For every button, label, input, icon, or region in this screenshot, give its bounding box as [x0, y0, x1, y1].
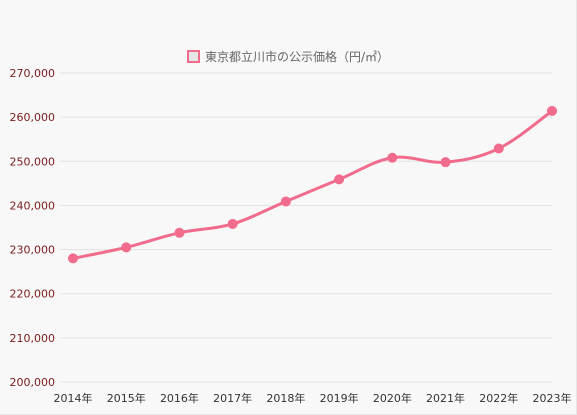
data-point[interactable] [121, 242, 132, 253]
x-tick-label: 2019年 [320, 391, 359, 405]
y-tick-label: 270,000 [10, 67, 56, 80]
data-point[interactable] [547, 105, 557, 116]
data-point[interactable] [280, 196, 291, 207]
x-tick-label: 2020年 [373, 391, 412, 405]
x-tick-label: 2015年 [107, 391, 146, 405]
data-point[interactable] [68, 253, 78, 264]
y-tick-label: 240,000 [10, 199, 56, 212]
data-point[interactable] [334, 174, 345, 185]
series-layer [68, 105, 557, 264]
y-tick-label: 230,000 [10, 244, 56, 257]
grid-lines [60, 72, 552, 383]
series-line [71, 109, 554, 260]
data-point[interactable] [440, 157, 451, 168]
data-point[interactable] [174, 227, 185, 238]
legend[interactable]: 東京都立川市の公示価格（円/㎡） [187, 49, 389, 64]
x-tick-label: 2017年 [213, 391, 252, 405]
x-tick-label: 2022年 [479, 391, 518, 405]
y-tick-label: 260,000 [10, 111, 56, 124]
data-point[interactable] [493, 143, 504, 154]
x-tick-label: 2023年 [533, 391, 572, 405]
legend-label: 東京都立川市の公示価格（円/㎡） [205, 49, 389, 64]
legend-swatch [187, 50, 200, 63]
x-axis: 2014年 2015年 2016年 2017年 2018年 2019年 2020年 2021年… [54, 391, 572, 405]
y-tick-label: 220,000 [10, 288, 56, 301]
x-tick-label: 2021年 [426, 391, 465, 405]
y-tick-label: 210,000 [10, 332, 56, 345]
data-point[interactable] [227, 218, 238, 229]
y-tick-label: 250,000 [10, 155, 56, 168]
y-tick-label: 200,000 [10, 376, 56, 389]
y-axis: 200,000 210,000 220,000 230,000 240,000 250,0… [10, 67, 56, 389]
x-tick-label: 2018年 [266, 391, 305, 405]
x-tick-label: 2014年 [54, 391, 93, 405]
x-tick-label: 2016年 [160, 391, 199, 405]
data-point[interactable] [387, 152, 398, 163]
